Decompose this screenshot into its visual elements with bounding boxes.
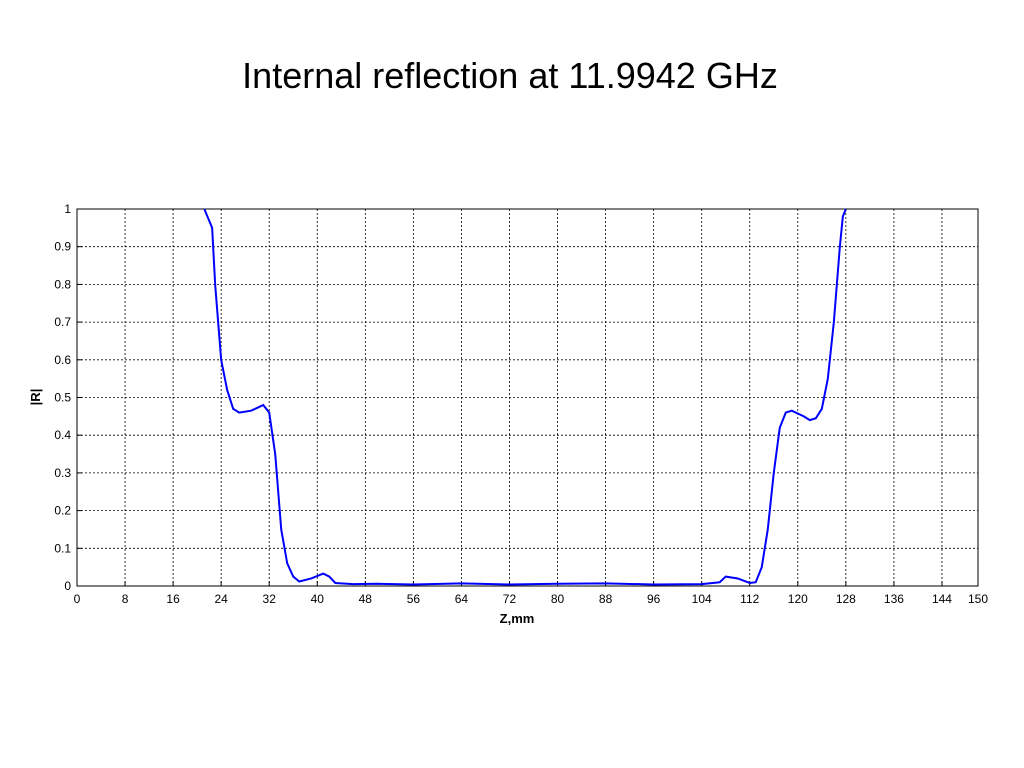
x-tick-label: 104 bbox=[692, 592, 712, 606]
plot-area bbox=[77, 209, 978, 586]
x-tick-label: 48 bbox=[359, 592, 373, 606]
y-tick-label: 0.3 bbox=[54, 466, 71, 480]
y-axis-label: |R| bbox=[28, 389, 43, 406]
y-tick-label: 0.2 bbox=[54, 504, 71, 518]
x-tick-label: 120 bbox=[788, 592, 808, 606]
y-tick-label: 0.4 bbox=[54, 428, 71, 442]
x-tick-label: 24 bbox=[214, 592, 228, 606]
x-tick-label: 88 bbox=[599, 592, 613, 606]
y-tick-label: 0.1 bbox=[54, 541, 71, 555]
y-tick-label: 0 bbox=[64, 579, 71, 593]
x-tick-label: 112 bbox=[740, 592, 759, 606]
x-tick-label: 136 bbox=[884, 592, 904, 606]
x-tick-label: 150 bbox=[968, 592, 988, 606]
y-tick-label: 0.6 bbox=[54, 353, 71, 367]
x-tick-label: 64 bbox=[455, 592, 469, 606]
x-tick-label: 144 bbox=[932, 592, 952, 606]
x-tick-label: 0 bbox=[74, 592, 81, 606]
y-tick-label: 0.9 bbox=[54, 240, 71, 254]
x-tick-label: 40 bbox=[311, 592, 325, 606]
data-line bbox=[203, 208, 847, 586]
chart-title: Internal reflection at 11.9942 GHz bbox=[242, 55, 778, 96]
y-tick-label: 0.7 bbox=[54, 315, 71, 329]
y-tick-label: 1 bbox=[64, 202, 71, 216]
x-tick-label: 72 bbox=[503, 592, 517, 606]
x-axis-label: Z,mm bbox=[500, 611, 535, 626]
x-tick-label: 96 bbox=[647, 592, 661, 606]
x-tick-label: 56 bbox=[407, 592, 421, 606]
x-tick-label: 8 bbox=[122, 592, 129, 606]
y-tick-label: 0.8 bbox=[54, 277, 71, 291]
y-tick-label: 0.5 bbox=[54, 391, 71, 405]
x-tick-label: 16 bbox=[166, 592, 180, 606]
x-tick-label: 80 bbox=[551, 592, 565, 606]
x-tick-label: 32 bbox=[263, 592, 277, 606]
plot-frame bbox=[76, 208, 979, 587]
x-tick-label: 128 bbox=[836, 592, 856, 606]
